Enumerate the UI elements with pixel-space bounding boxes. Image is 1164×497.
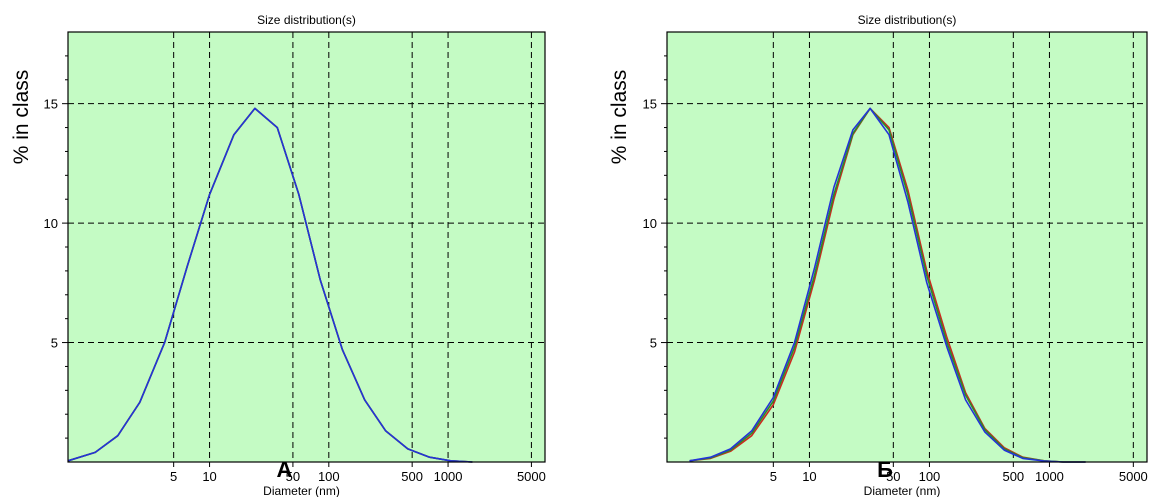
x-axis-label: Diameter (nm) <box>263 484 340 497</box>
x-tick-label: 5 <box>770 469 777 484</box>
series-line-2 <box>67 107 473 463</box>
series-line-2 <box>689 107 1086 463</box>
y-tick-label: 5 <box>650 336 657 351</box>
y-tick-label: 10 <box>44 216 58 231</box>
chart-title: Size distribution(s) <box>858 13 957 27</box>
y-tick-label: 15 <box>643 97 657 112</box>
panel-letter: A <box>277 457 293 482</box>
x-tick-label: 50 <box>886 469 900 484</box>
x-tick-label: 100 <box>318 469 340 484</box>
x-tick-label: 10 <box>802 469 816 484</box>
x-tick-label: 5000 <box>517 469 546 484</box>
x-tick-label: 5000 <box>1119 469 1148 484</box>
x-tick-label: 1000 <box>1035 469 1064 484</box>
panel-b: 5 10 50 100 500 1000 5000 5 10 15 Size distributio… <box>608 13 1148 497</box>
x-tick-label: 50 <box>286 469 300 484</box>
plot-area <box>68 32 545 462</box>
y-axis-label: % in class <box>608 70 631 165</box>
x-tick-label: 5 <box>170 469 177 484</box>
panel-a: 5 10 50 100 500 1000 5000 5 10 15 Size distributio… <box>10 13 546 497</box>
y-axis-label: % in class <box>10 70 33 165</box>
y-tick-label: 15 <box>44 97 58 112</box>
x-tick-label: 500 <box>1002 469 1024 484</box>
x-tick-label: 10 <box>202 469 216 484</box>
plot-area <box>667 32 1147 462</box>
x-tick-label: 500 <box>401 469 423 484</box>
x-tick-label: 1000 <box>434 469 463 484</box>
chart-title: Size distribution(s) <box>257 13 356 27</box>
x-axis-label: Diameter (nm) <box>864 484 941 497</box>
panel-letter: Б <box>877 457 893 482</box>
x-tick-label: 100 <box>919 469 941 484</box>
y-tick-label: 10 <box>643 216 657 231</box>
y-tick-label: 5 <box>51 336 58 351</box>
